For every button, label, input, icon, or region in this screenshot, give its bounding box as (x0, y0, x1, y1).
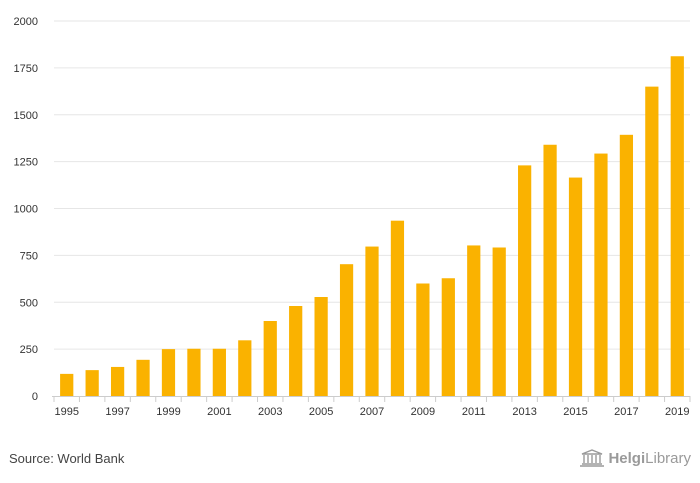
bar-2001[interactable] (212, 348, 226, 396)
bar-2014[interactable] (543, 144, 557, 396)
bars (60, 56, 684, 396)
bar-2007[interactable] (365, 246, 379, 396)
x-tick-label: 2003 (258, 406, 282, 418)
y-tick-label: 750 (20, 250, 38, 262)
x-tick-label: 2013 (512, 406, 536, 418)
bar-2012[interactable] (492, 247, 506, 397)
x-tick-label: 2007 (360, 406, 384, 418)
bar-1997[interactable] (110, 366, 125, 396)
bar-2017[interactable] (619, 134, 634, 396)
bar-2004[interactable] (289, 306, 303, 396)
y-tick-label: 2000 (14, 16, 38, 28)
bar-chart: 0 250 500 750 1000 1250 1500 1750 2000 1995 1997 19… (14, 16, 691, 418)
x-tick-label: 1995 (54, 406, 78, 418)
y-tick-label: 1000 (14, 204, 38, 216)
helgi-library-logo[interactable]: Helgi Library (579, 449, 691, 467)
x-tick-label: 2009 (411, 406, 435, 418)
bar-2009[interactable] (416, 283, 430, 397)
y-tick-label: 1250 (14, 157, 38, 169)
bar-1998[interactable] (136, 359, 150, 396)
bar-1996[interactable] (85, 370, 99, 396)
bar-1999[interactable] (161, 349, 176, 396)
bar-2018[interactable] (645, 86, 659, 396)
bar-2005[interactable] (314, 297, 328, 396)
bar-2015[interactable] (568, 177, 583, 396)
x-tick-label: 1999 (156, 406, 180, 418)
x-tick-label: 2011 (462, 406, 486, 418)
x-tick-label: 2017 (614, 406, 638, 418)
x-tick-label: 2015 (563, 406, 587, 418)
y-tick-label: 250 (20, 344, 38, 356)
bar-2010[interactable] (441, 278, 455, 396)
bar-2011[interactable] (467, 245, 481, 396)
x-tick-label: 1997 (105, 406, 129, 418)
x-tick-label: 2001 (207, 406, 231, 418)
axes (52, 396, 691, 402)
bar-2008[interactable] (390, 220, 405, 396)
source-note: Source: World Bank (9, 451, 125, 466)
library-building-icon (580, 449, 605, 467)
y-tick-label: 1750 (14, 63, 38, 75)
bar-1995[interactable] (60, 373, 74, 396)
bar-2000[interactable] (187, 348, 201, 396)
y-tick-label: 1500 (14, 110, 38, 122)
bar-2002[interactable] (238, 340, 252, 396)
bar-2006[interactable] (339, 264, 354, 396)
bar-2013[interactable] (518, 165, 532, 396)
bar-2003[interactable] (263, 321, 277, 396)
y-tick-label: 0 (32, 391, 38, 403)
tick-labels: 0 250 500 750 1000 1250 1500 1750 2000 1995 1997 19… (14, 16, 690, 418)
bar-2019[interactable] (670, 56, 684, 396)
logo-text: Library (645, 449, 691, 467)
x-tick-label: 2019 (665, 406, 689, 418)
y-tick-label: 500 (20, 297, 38, 309)
bar-2016[interactable] (594, 153, 608, 396)
x-tick-label: 2005 (309, 406, 333, 418)
logo-text-bold: Helgi (608, 449, 646, 467)
